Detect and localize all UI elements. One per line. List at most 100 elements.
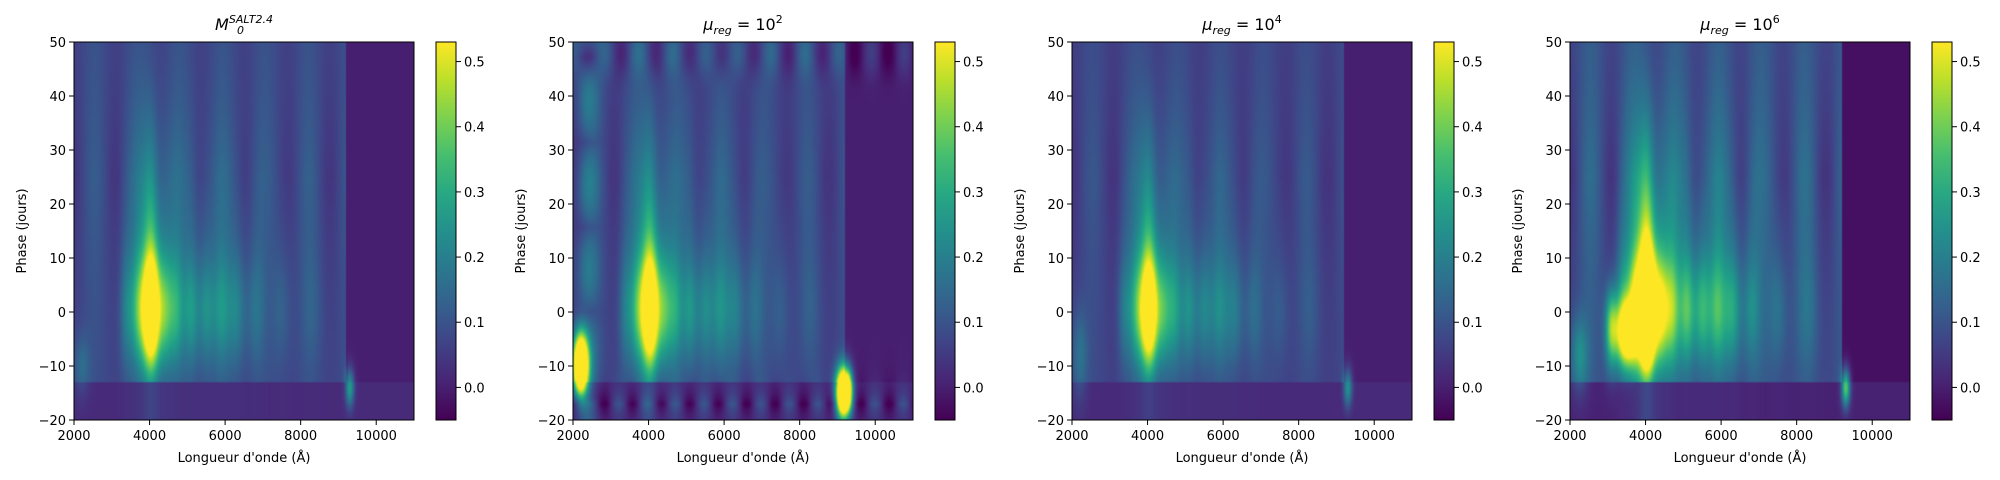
- colorbar-tick-label: 0.1: [1462, 316, 1483, 331]
- colorbar-tick-label: 0.5: [1960, 56, 1981, 71]
- colorbar-tick-label: 0.1: [1960, 316, 1981, 331]
- x-tick-label: 4000: [632, 429, 665, 444]
- heatmap-panel-3: 2000 4000 6000 8000 10000 −20 −10 0 10 20 30 40 50 Lo…: [1013, 13, 1483, 466]
- colorbar-tick-label: 0.3: [464, 186, 485, 201]
- colorbar-tick-label: 0.5: [1462, 56, 1483, 71]
- y-tick-label: 20: [1047, 198, 1064, 213]
- x-axis-label: Longueur d'onde (Å): [178, 450, 311, 466]
- colorbar: [1931, 41, 1953, 421]
- axes-frame: [1569, 41, 1911, 421]
- y-tick-label: 10: [548, 252, 565, 267]
- x-tick-label: 8000: [1780, 429, 1813, 444]
- axes-frame: [73, 41, 415, 421]
- x-tick-label: 10000: [1852, 429, 1893, 444]
- y-tick-label: 50: [1545, 36, 1562, 51]
- colorbar-tick-label: 0.5: [963, 56, 984, 71]
- y-tick-label: 50: [49, 36, 66, 51]
- y-tick-label: 40: [1545, 90, 1562, 105]
- heatmap-image: [74, 42, 414, 420]
- heatmap-panel-2: 2000 4000 6000 8000 10000 −20 −10 0 10 20 30 40 50 Lo…: [514, 13, 984, 466]
- x-tick-label: 10000: [855, 429, 896, 444]
- x-tick-label: 6000: [708, 429, 741, 444]
- heatmap-panel-1: 2000 4000 6000 8000 10000 −20 −10 0 10 20 30 40 50 Lo…: [15, 13, 485, 466]
- x-tick-label: 2000: [1553, 429, 1586, 444]
- x-tick-label: 8000: [284, 429, 317, 444]
- colorbar-tick-label: 0.1: [464, 316, 485, 331]
- x-tick-label: 10000: [1354, 429, 1395, 444]
- y-tick-label: 30: [49, 144, 66, 159]
- colorbar-tick-label: 0.4: [1960, 121, 1981, 136]
- y-tick-label: 0: [1056, 306, 1064, 321]
- panel-title: μreg = 106: [1699, 13, 1779, 37]
- y-tick-label: −20: [1535, 414, 1562, 429]
- y-tick-label: 30: [548, 144, 565, 159]
- x-tick-label: 4000: [133, 429, 166, 444]
- x-tick-label: 6000: [209, 429, 242, 444]
- y-tick-label: −10: [1535, 360, 1562, 375]
- colorbar-tick-label: 0.0: [464, 381, 485, 396]
- x-tick-label: 6000: [1207, 429, 1240, 444]
- colorbar: [934, 41, 956, 421]
- x-tick-label: 10000: [356, 429, 397, 444]
- colorbar-tick-label: 0.0: [963, 381, 984, 396]
- y-tick-label: 0: [1554, 306, 1562, 321]
- colorbar-tick-label: 0.3: [1462, 186, 1483, 201]
- y-tick-label: 10: [1047, 252, 1064, 267]
- x-tick-label: 8000: [1282, 429, 1315, 444]
- colorbar-tick-label: 0.0: [1462, 381, 1483, 396]
- y-tick-label: −20: [538, 414, 565, 429]
- y-tick-label: 40: [548, 90, 565, 105]
- heatmap-panel-4: 2000 4000 6000 8000 10000 −20 −10 0 10 20 30 40 50 Lo…: [1511, 13, 1981, 466]
- heatmap-image: [573, 42, 913, 420]
- y-tick-label: 30: [1047, 144, 1064, 159]
- y-tick-label: 20: [49, 198, 66, 213]
- colorbar-tick-label: 0.4: [1462, 121, 1483, 136]
- y-tick-label: 20: [1545, 198, 1562, 213]
- x-tick-label: 6000: [1705, 429, 1738, 444]
- x-axis-label: Longueur d'onde (Å): [1674, 450, 1807, 466]
- y-tick-label: 50: [1047, 36, 1064, 51]
- heatmap-image: [1570, 42, 1910, 420]
- colorbar-tick-label: 0.2: [1462, 251, 1483, 266]
- x-axis-label: Longueur d'onde (Å): [1176, 450, 1309, 466]
- y-axis-label: Phase (jours): [15, 188, 30, 273]
- y-tick-label: −20: [39, 414, 66, 429]
- y-tick-label: 10: [49, 252, 66, 267]
- colorbar-tick-label: 0.0: [1960, 381, 1981, 396]
- colorbar-tick-label: 0.3: [1960, 186, 1981, 201]
- axes-frame: [572, 41, 914, 421]
- y-tick-label: 20: [548, 198, 565, 213]
- y-tick-label: 40: [1047, 90, 1064, 105]
- colorbar-tick-label: 0.2: [1960, 251, 1981, 266]
- y-tick-label: 0: [557, 306, 565, 321]
- colorbar: [1433, 41, 1455, 421]
- colorbar-tick-label: 0.3: [963, 186, 984, 201]
- colorbar-tick-label: 0.2: [963, 251, 984, 266]
- colorbar-tick-label: 0.5: [464, 56, 485, 71]
- panel-title: MSALT2.4 0: [215, 13, 273, 37]
- y-tick-label: 0: [58, 306, 66, 321]
- y-tick-label: −10: [39, 360, 66, 375]
- colorbar-tick-label: 0.4: [963, 121, 984, 136]
- y-tick-label: 10: [1545, 252, 1562, 267]
- x-tick-label: 4000: [1131, 429, 1164, 444]
- x-tick-label: 8000: [783, 429, 816, 444]
- y-tick-label: −10: [538, 360, 565, 375]
- y-tick-label: 40: [49, 90, 66, 105]
- colorbar-tick-label: 0.2: [464, 251, 485, 266]
- y-axis-label: Phase (jours): [1511, 188, 1526, 273]
- colorbar: [435, 41, 457, 421]
- panel-title: μreg = 102: [702, 13, 782, 37]
- x-tick-label: 2000: [556, 429, 589, 444]
- axes-frame: [1071, 41, 1413, 421]
- colorbar-tick-label: 0.4: [464, 121, 485, 136]
- y-tick-label: 30: [1545, 144, 1562, 159]
- y-tick-label: −20: [1037, 414, 1064, 429]
- heatmap-image: [1072, 42, 1412, 420]
- x-tick-label: 2000: [1055, 429, 1088, 444]
- y-axis-label: Phase (jours): [1013, 188, 1028, 273]
- x-axis-label: Longueur d'onde (Å): [677, 450, 810, 466]
- x-tick-label: 2000: [57, 429, 90, 444]
- y-tick-label: −10: [1037, 360, 1064, 375]
